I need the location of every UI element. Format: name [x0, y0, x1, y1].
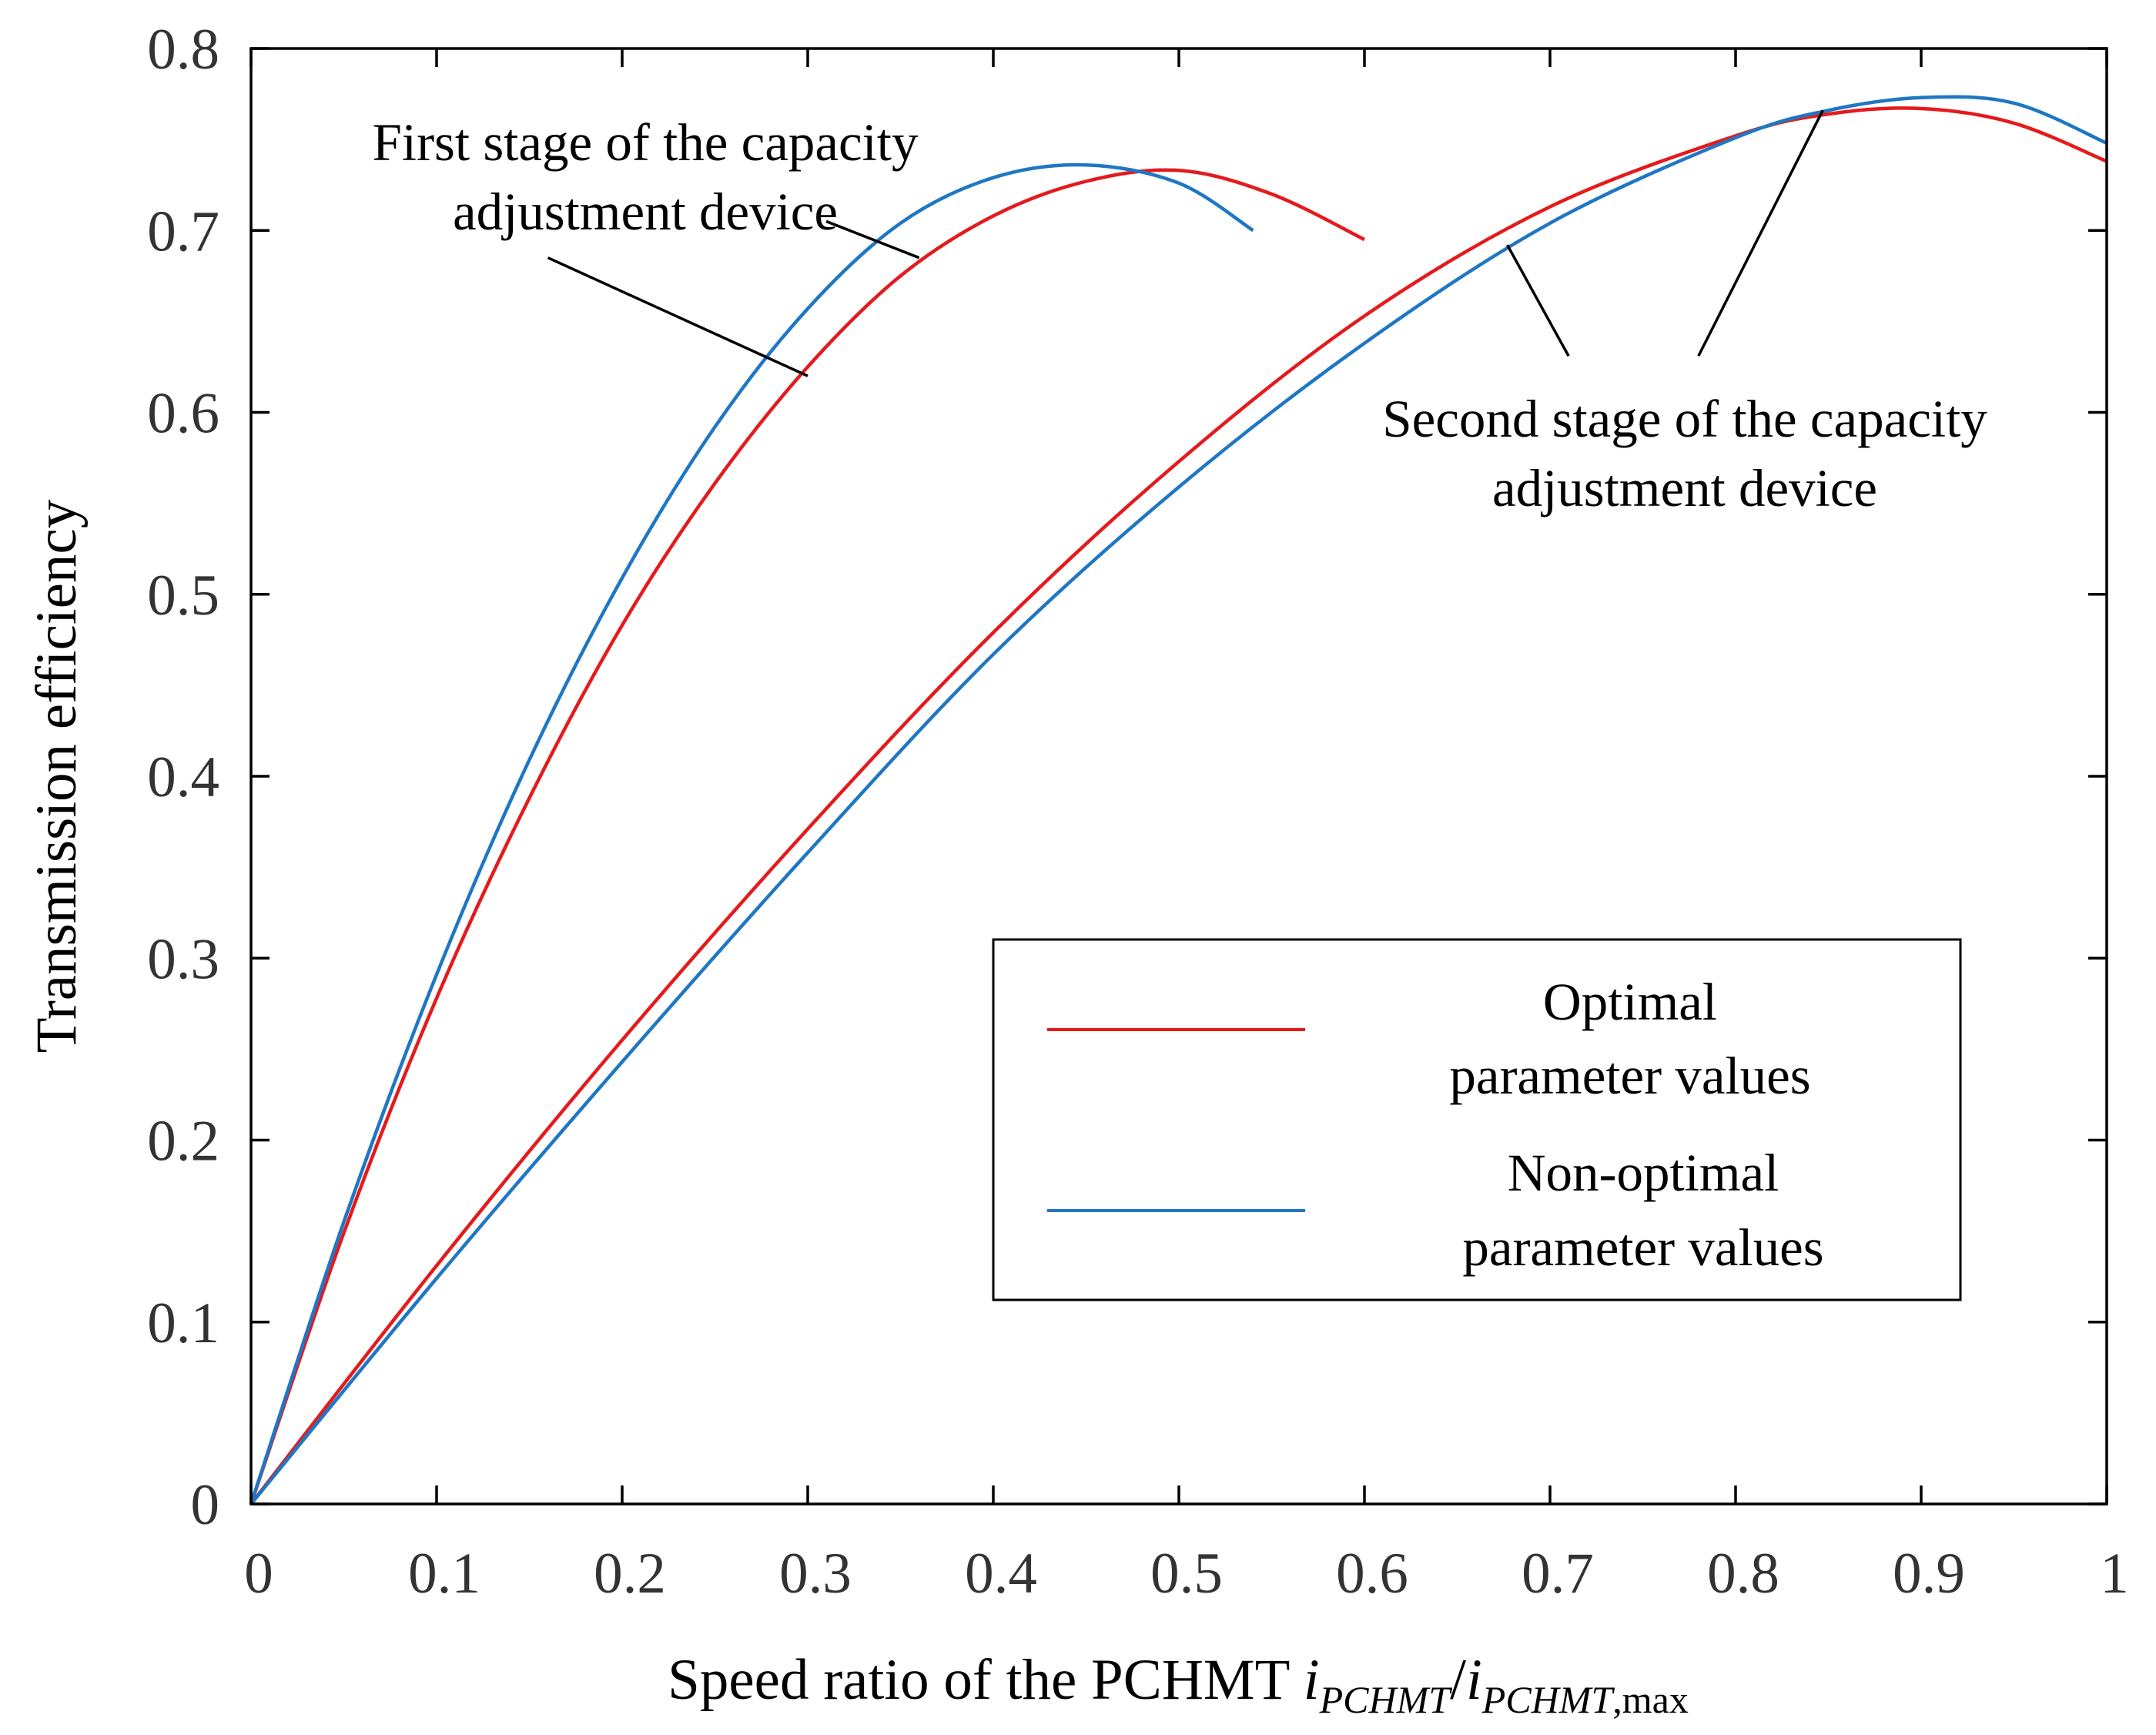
ticks-layer [249, 47, 2108, 1506]
series-line-optimal-stage-1 [249, 168, 1365, 1505]
y-tick-label: 0.7 [147, 199, 219, 263]
y-tick-label: 0 [191, 1473, 220, 1537]
x-tick-label: 0.1 [408, 1542, 480, 1606]
series-layer [249, 95, 2107, 1506]
x-tick-label: 0.6 [1336, 1542, 1408, 1606]
x-tick-label: 0.3 [779, 1542, 852, 1606]
x-tick-label: 0.4 [965, 1542, 1037, 1606]
x-tick-labels: 0 0.1 0.2 0.3 0.4 0.5 0.6 0.7 0.8 0.9 1 [244, 1542, 2129, 1606]
legend-label-non-optimal-line1: Non-optimal [1508, 1144, 1779, 1202]
y-tick-label: 0.8 [147, 18, 219, 82]
x-tick-label: 1 [2100, 1542, 2129, 1606]
x-axis-title: Speed ratio of the PCHMT iPCHMT/iPCHMT,m… [668, 1648, 1689, 1721]
x-tick-label: 0.8 [1707, 1542, 1779, 1606]
first-stage-pointer [825, 219, 920, 260]
y-tick-label: 0.2 [147, 1110, 219, 1174]
x-tick-label: 0.5 [1150, 1542, 1223, 1606]
x-tick-label: 0.9 [1893, 1542, 1965, 1606]
y-tick-label: 0.6 [147, 382, 219, 446]
annotation-first-stage-line1: First stage of the capacity [373, 113, 919, 172]
series-line-non-optimal-stage-2 [249, 95, 2107, 1506]
annotation-second-stage-line1: Second stage of the capacity [1382, 390, 1987, 448]
x-tick-label: 0 [244, 1542, 273, 1606]
legend: Optimal parameter values Non-optimal par… [992, 938, 1962, 1301]
y-tick-label: 0.5 [147, 564, 219, 628]
annotation-first-stage-line2: adjustment device [453, 183, 838, 241]
y-axis-title: Transmission efficiency [25, 499, 89, 1053]
first-stage-pointer [547, 256, 808, 377]
y-tick-label: 0.4 [147, 745, 219, 809]
annotation-pointers [547, 109, 1824, 377]
legend-label-non-optimal-line2: parameter values [1462, 1218, 1823, 1277]
x-tick-label: 0.2 [594, 1542, 666, 1606]
legend-label-optimal-line2: parameter values [1449, 1047, 1810, 1105]
series-line-optimal-stage-2 [249, 106, 2107, 1506]
legend-box [992, 938, 1962, 1301]
y-tick-label: 0.1 [147, 1291, 219, 1355]
second-stage-pointer [1697, 109, 1824, 357]
series-line-non-optimal-stage-1 [249, 162, 1254, 1505]
y-tick-label: 0.3 [147, 927, 219, 991]
second-stage-pointer [1506, 244, 1570, 357]
x-tick-label: 0.7 [1522, 1542, 1594, 1606]
legend-label-optimal-line1: Optimal [1543, 973, 1717, 1031]
annotation-second-stage-line2: adjustment device [1492, 459, 1877, 517]
y-tick-labels: 0 0.1 0.2 0.3 0.4 0.5 0.6 0.7 0.8 [147, 18, 219, 1537]
